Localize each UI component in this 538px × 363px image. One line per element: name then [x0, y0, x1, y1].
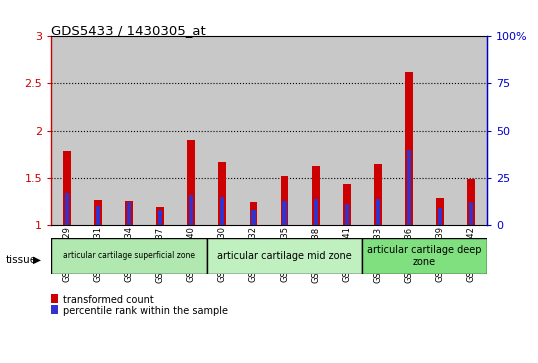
- Text: articular cartilage deep
zone: articular cartilage deep zone: [367, 245, 482, 267]
- Bar: [405, 72, 413, 225]
- Bar: [187, 140, 195, 225]
- Text: articular cartilage mid zone: articular cartilage mid zone: [217, 251, 352, 261]
- Bar: [436, 198, 444, 225]
- Bar: [312, 166, 320, 225]
- Text: tissue: tissue: [5, 254, 37, 265]
- Text: articular cartilage superficial zone: articular cartilage superficial zone: [63, 252, 195, 260]
- Bar: [218, 162, 226, 225]
- Bar: [207, 238, 363, 274]
- Bar: [114, 36, 145, 225]
- Bar: [374, 164, 382, 225]
- Bar: [51, 36, 82, 225]
- Bar: [220, 197, 224, 225]
- Bar: [456, 36, 487, 225]
- Bar: [96, 206, 100, 225]
- Bar: [145, 36, 175, 225]
- Bar: [125, 201, 133, 225]
- Bar: [281, 176, 288, 225]
- Bar: [376, 199, 380, 225]
- Bar: [63, 151, 70, 225]
- Bar: [127, 203, 131, 225]
- Bar: [468, 179, 475, 225]
- Text: GDS5433 / 1430305_at: GDS5433 / 1430305_at: [51, 24, 206, 37]
- Bar: [345, 204, 349, 225]
- Bar: [251, 210, 256, 225]
- Bar: [82, 36, 114, 225]
- Bar: [438, 208, 442, 225]
- Text: ▶: ▶: [33, 254, 41, 265]
- Bar: [300, 36, 331, 225]
- Bar: [407, 150, 411, 225]
- Bar: [393, 36, 424, 225]
- Bar: [363, 238, 487, 274]
- Bar: [250, 203, 257, 225]
- Bar: [238, 36, 269, 225]
- Text: percentile rank within the sample: percentile rank within the sample: [63, 306, 228, 316]
- Bar: [469, 203, 473, 225]
- Bar: [158, 210, 162, 225]
- Bar: [363, 36, 393, 225]
- Bar: [282, 200, 287, 225]
- Bar: [65, 193, 69, 225]
- Text: transformed count: transformed count: [63, 295, 154, 305]
- Bar: [269, 36, 300, 225]
- Bar: [175, 36, 207, 225]
- Bar: [189, 195, 193, 225]
- Bar: [314, 199, 318, 225]
- Bar: [331, 36, 363, 225]
- Bar: [343, 184, 351, 225]
- Bar: [207, 36, 238, 225]
- Bar: [424, 36, 456, 225]
- Bar: [51, 238, 207, 274]
- Bar: [94, 200, 102, 225]
- Bar: [156, 207, 164, 225]
